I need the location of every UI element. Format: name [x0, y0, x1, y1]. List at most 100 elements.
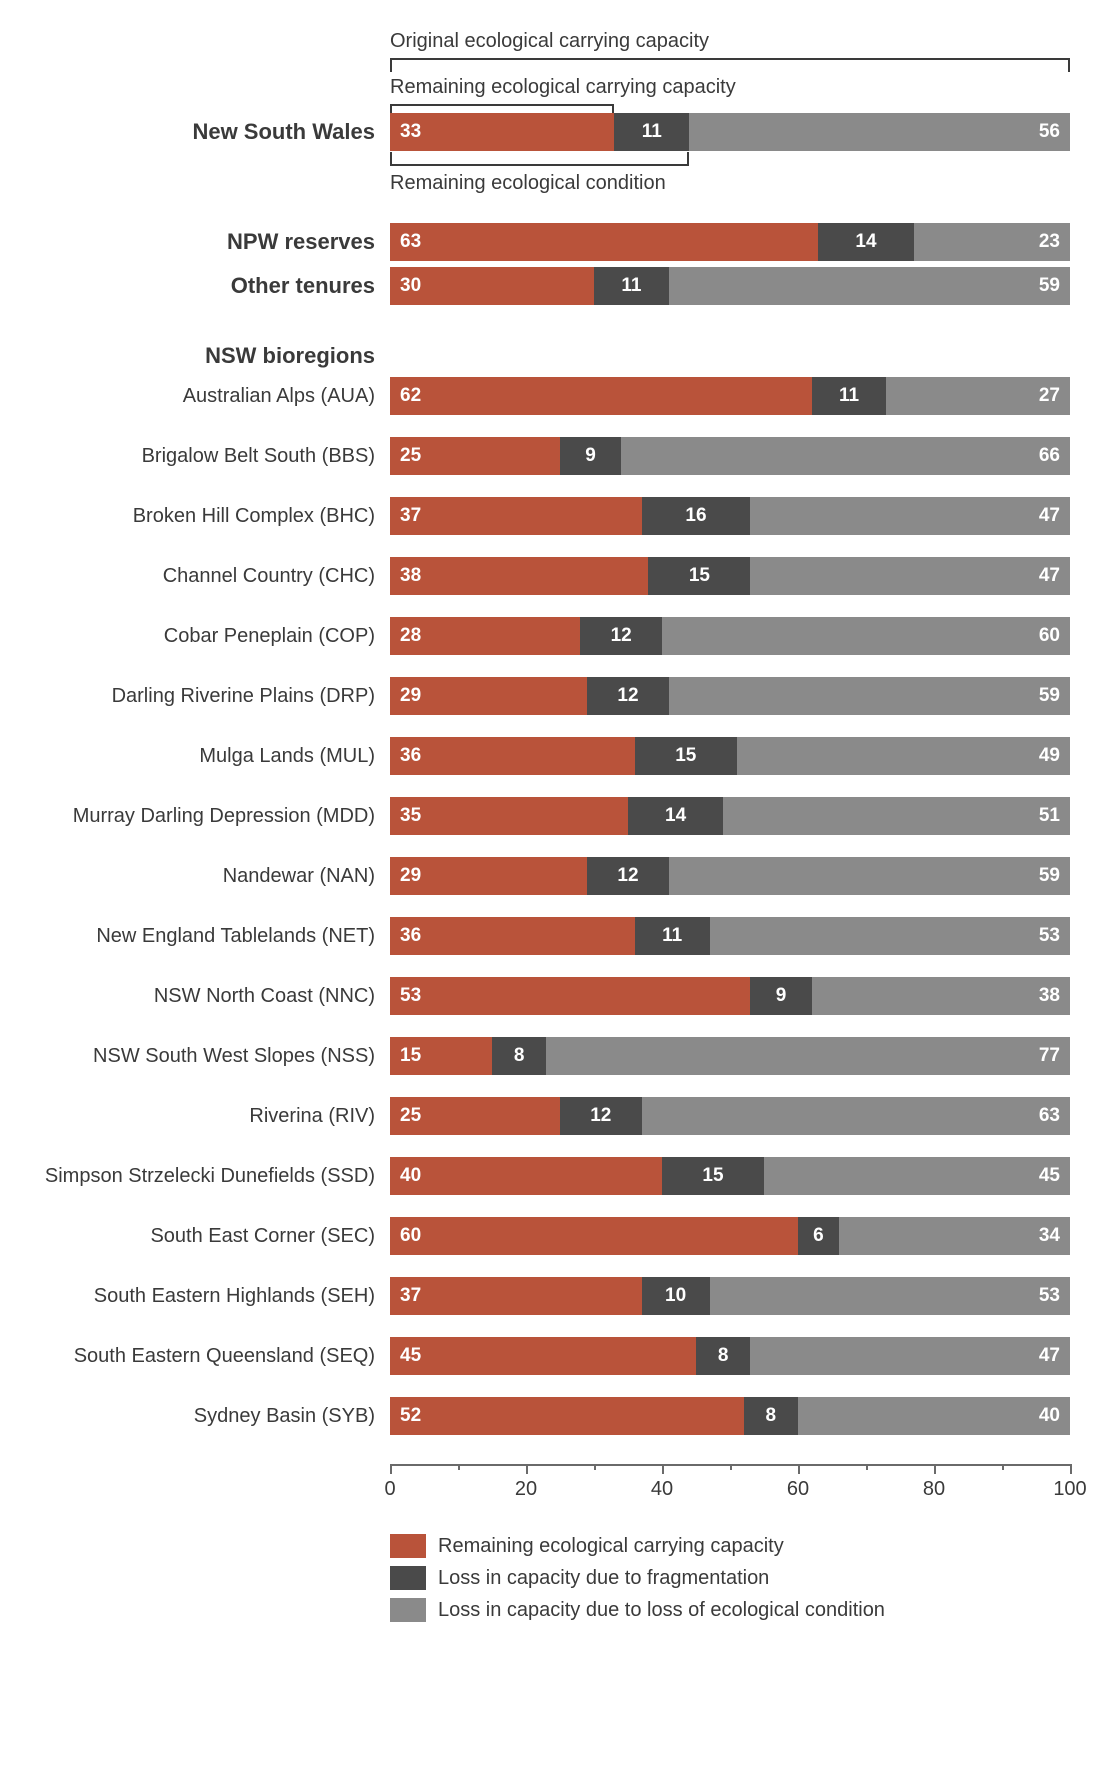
- bar-row: South East Corner (SEC)60634: [20, 1214, 1090, 1258]
- ecological-capacity-chart: Original ecological carrying capacity Re…: [20, 30, 1090, 1622]
- row-label: South Eastern Queensland (SEQ): [20, 1345, 390, 1368]
- bar-segment: 23: [914, 223, 1070, 261]
- row-label: New South Wales: [20, 119, 390, 145]
- bar-row: New England Tablelands (NET)361153: [20, 914, 1090, 958]
- legend-label: Loss in capacity due to fragmentation: [438, 1567, 769, 1590]
- bar-segment: 33: [390, 113, 614, 151]
- bar-segment: 40: [390, 1157, 662, 1195]
- x-tick-label: 80: [923, 1478, 945, 1501]
- x-tick-minor: [458, 1464, 460, 1470]
- row-label: South East Corner (SEC): [20, 1225, 390, 1248]
- bar-row: Simpson Strzelecki Dunefields (SSD)40154…: [20, 1154, 1090, 1198]
- annot-original-capacity: Original ecological carrying capacity: [390, 30, 709, 53]
- bar-segment: 35: [390, 797, 628, 835]
- bar-row: New South Wales331156: [20, 110, 1090, 154]
- stacked-bar: 281260: [390, 617, 1070, 655]
- row-label: Darling Riverine Plains (DRP): [20, 685, 390, 708]
- section-header: NSW bioregions: [20, 343, 390, 369]
- bar-segment: 29: [390, 677, 587, 715]
- bar-row: Broken Hill Complex (BHC)371647: [20, 494, 1090, 538]
- bar-cell: 371053: [390, 1274, 1070, 1318]
- legend-item: Loss in capacity due to loss of ecologic…: [390, 1598, 1070, 1622]
- bar-segment: 37: [390, 1277, 642, 1315]
- bar-row: Other tenures301159: [20, 264, 1090, 308]
- bar-segment: 62: [390, 377, 812, 415]
- bar-cell: 631423: [390, 220, 1070, 264]
- bar-segment: 59: [669, 857, 1070, 895]
- bar-cell: 45847: [390, 1334, 1070, 1378]
- bar-segment: 47: [750, 557, 1070, 595]
- bar-segment: 27: [886, 377, 1070, 415]
- bar-row: South Eastern Queensland (SEQ)45847: [20, 1334, 1090, 1378]
- bar-cell: 52840: [390, 1394, 1070, 1438]
- bar-segment: 38: [812, 977, 1070, 1015]
- bar-row: Cobar Peneplain (COP)281260: [20, 614, 1090, 658]
- legend-swatch: [390, 1566, 426, 1590]
- bar-row: Sydney Basin (SYB)52840: [20, 1394, 1090, 1438]
- x-tick-label: 0: [384, 1478, 395, 1501]
- x-tick-label: 40: [651, 1478, 673, 1501]
- stacked-bar: 361549: [390, 737, 1070, 775]
- bar-segment: 16: [642, 497, 751, 535]
- legend-swatch: [390, 1598, 426, 1622]
- bar-segment: 9: [750, 977, 811, 1015]
- bar-segment: 56: [689, 113, 1070, 151]
- bar-segment: 40: [798, 1397, 1070, 1435]
- bar-cell: 251263: [390, 1094, 1070, 1138]
- row-label: South Eastern Highlands (SEH): [20, 1285, 390, 1308]
- stacked-bar: 401545: [390, 1157, 1070, 1195]
- row-label: Murray Darling Depression (MDD): [20, 805, 390, 828]
- x-tick-major: [1070, 1464, 1072, 1474]
- bar-segment: 15: [648, 557, 750, 595]
- bar-segment: 53: [710, 1277, 1070, 1315]
- legend-item: Remaining ecological carrying capacity: [390, 1534, 1070, 1558]
- bar-segment: 37: [390, 497, 642, 535]
- x-tick-label: 20: [515, 1478, 537, 1501]
- bracket-remaining-condition: [390, 154, 689, 166]
- bar-cell: 291259: [390, 854, 1070, 898]
- bar-segment: 8: [492, 1037, 546, 1075]
- bar-segment: 53: [710, 917, 1070, 955]
- row-label: NSW South West Slopes (NSS): [20, 1045, 390, 1068]
- row-label: Simpson Strzelecki Dunefields (SSD): [20, 1165, 390, 1188]
- legend-item: Loss in capacity due to fragmentation: [390, 1566, 1070, 1590]
- bar-row: Riverina (RIV)251263: [20, 1094, 1090, 1138]
- bar-row: Channel Country (CHC)381547: [20, 554, 1090, 598]
- stacked-bar: 60634: [390, 1217, 1070, 1255]
- bar-segment: 49: [737, 737, 1070, 775]
- bar-segment: 60: [390, 1217, 798, 1255]
- bar-segment: 45: [390, 1337, 696, 1375]
- bar-row: Nandewar (NAN)291259: [20, 854, 1090, 898]
- bar-segment: 15: [390, 1037, 492, 1075]
- bar-segment: 47: [750, 497, 1070, 535]
- bar-segment: 34: [839, 1217, 1070, 1255]
- row-label: Nandewar (NAN): [20, 865, 390, 888]
- bar-cell: 301159: [390, 264, 1070, 308]
- bar-segment: 45: [764, 1157, 1070, 1195]
- bar-cell: 281260: [390, 614, 1070, 658]
- bar-segment: 14: [628, 797, 723, 835]
- bar-cell: 361549: [390, 734, 1070, 778]
- bar-segment: 12: [587, 677, 669, 715]
- bar-segment: 11: [614, 113, 689, 151]
- bar-row: NSW South West Slopes (NSS)15877: [20, 1034, 1090, 1078]
- row-label: Broken Hill Complex (BHC): [20, 505, 390, 528]
- bar-cell: 351451: [390, 794, 1070, 838]
- bar-segment: 59: [669, 677, 1070, 715]
- bar-segment: 66: [621, 437, 1070, 475]
- bar-row: NPW reserves631423: [20, 220, 1090, 264]
- bar-segment: 59: [669, 267, 1070, 305]
- bar-segment: 12: [560, 1097, 642, 1135]
- stacked-bar: 371647: [390, 497, 1070, 535]
- stacked-bar: 45847: [390, 1337, 1070, 1375]
- annot-remaining-capacity: Remaining ecological carrying capacity: [390, 76, 736, 99]
- bar-segment: 12: [587, 857, 669, 895]
- bar-cell: 621127: [390, 374, 1070, 418]
- stacked-bar: 301159: [390, 267, 1070, 305]
- row-label: Australian Alps (AUA): [20, 385, 390, 408]
- bar-segment: 60: [662, 617, 1070, 655]
- bar-segment: 15: [635, 737, 737, 775]
- bar-segment: 63: [642, 1097, 1070, 1135]
- bar-segment: 77: [546, 1037, 1070, 1075]
- bar-segment: 15: [662, 1157, 764, 1195]
